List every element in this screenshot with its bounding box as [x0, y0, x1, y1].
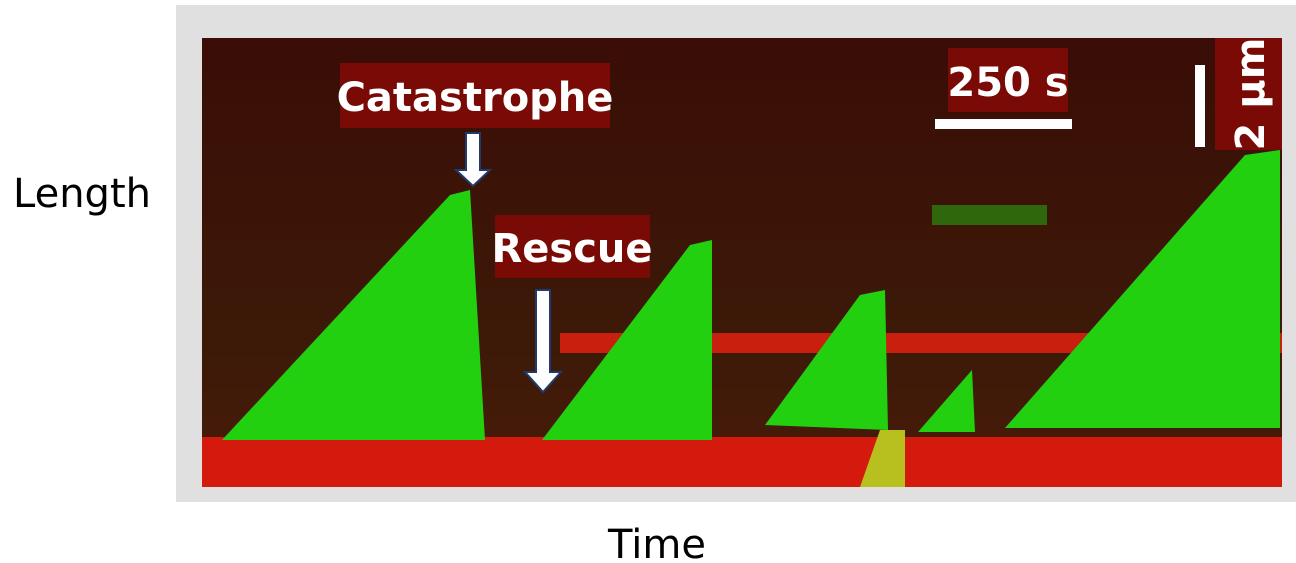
x-axis-label: Time	[607, 522, 706, 563]
time-scale-bar	[935, 119, 1072, 129]
growth	[1005, 150, 1280, 428]
rescue-label: Rescue	[491, 226, 652, 272]
arrow	[453, 132, 493, 188]
label-box	[1215, 38, 1282, 150]
yellow-patch	[860, 430, 905, 487]
catastrophe-label: Catastrophe	[337, 75, 614, 121]
growth	[765, 290, 888, 430]
length-scale-label: 2 µm	[1228, 38, 1274, 151]
growth	[918, 370, 975, 432]
length-scale-bar	[1195, 65, 1205, 147]
red-band	[202, 437, 1282, 487]
growth	[542, 240, 712, 440]
speck	[932, 205, 1047, 225]
label-box	[495, 215, 650, 278]
y-axis-label: Length	[13, 171, 151, 217]
time-scale-label: 250 s	[947, 60, 1068, 106]
growth	[222, 190, 485, 440]
growth-events	[222, 150, 1280, 440]
label-box	[948, 48, 1068, 112]
arrow	[522, 289, 564, 394]
label-box	[340, 63, 610, 128]
